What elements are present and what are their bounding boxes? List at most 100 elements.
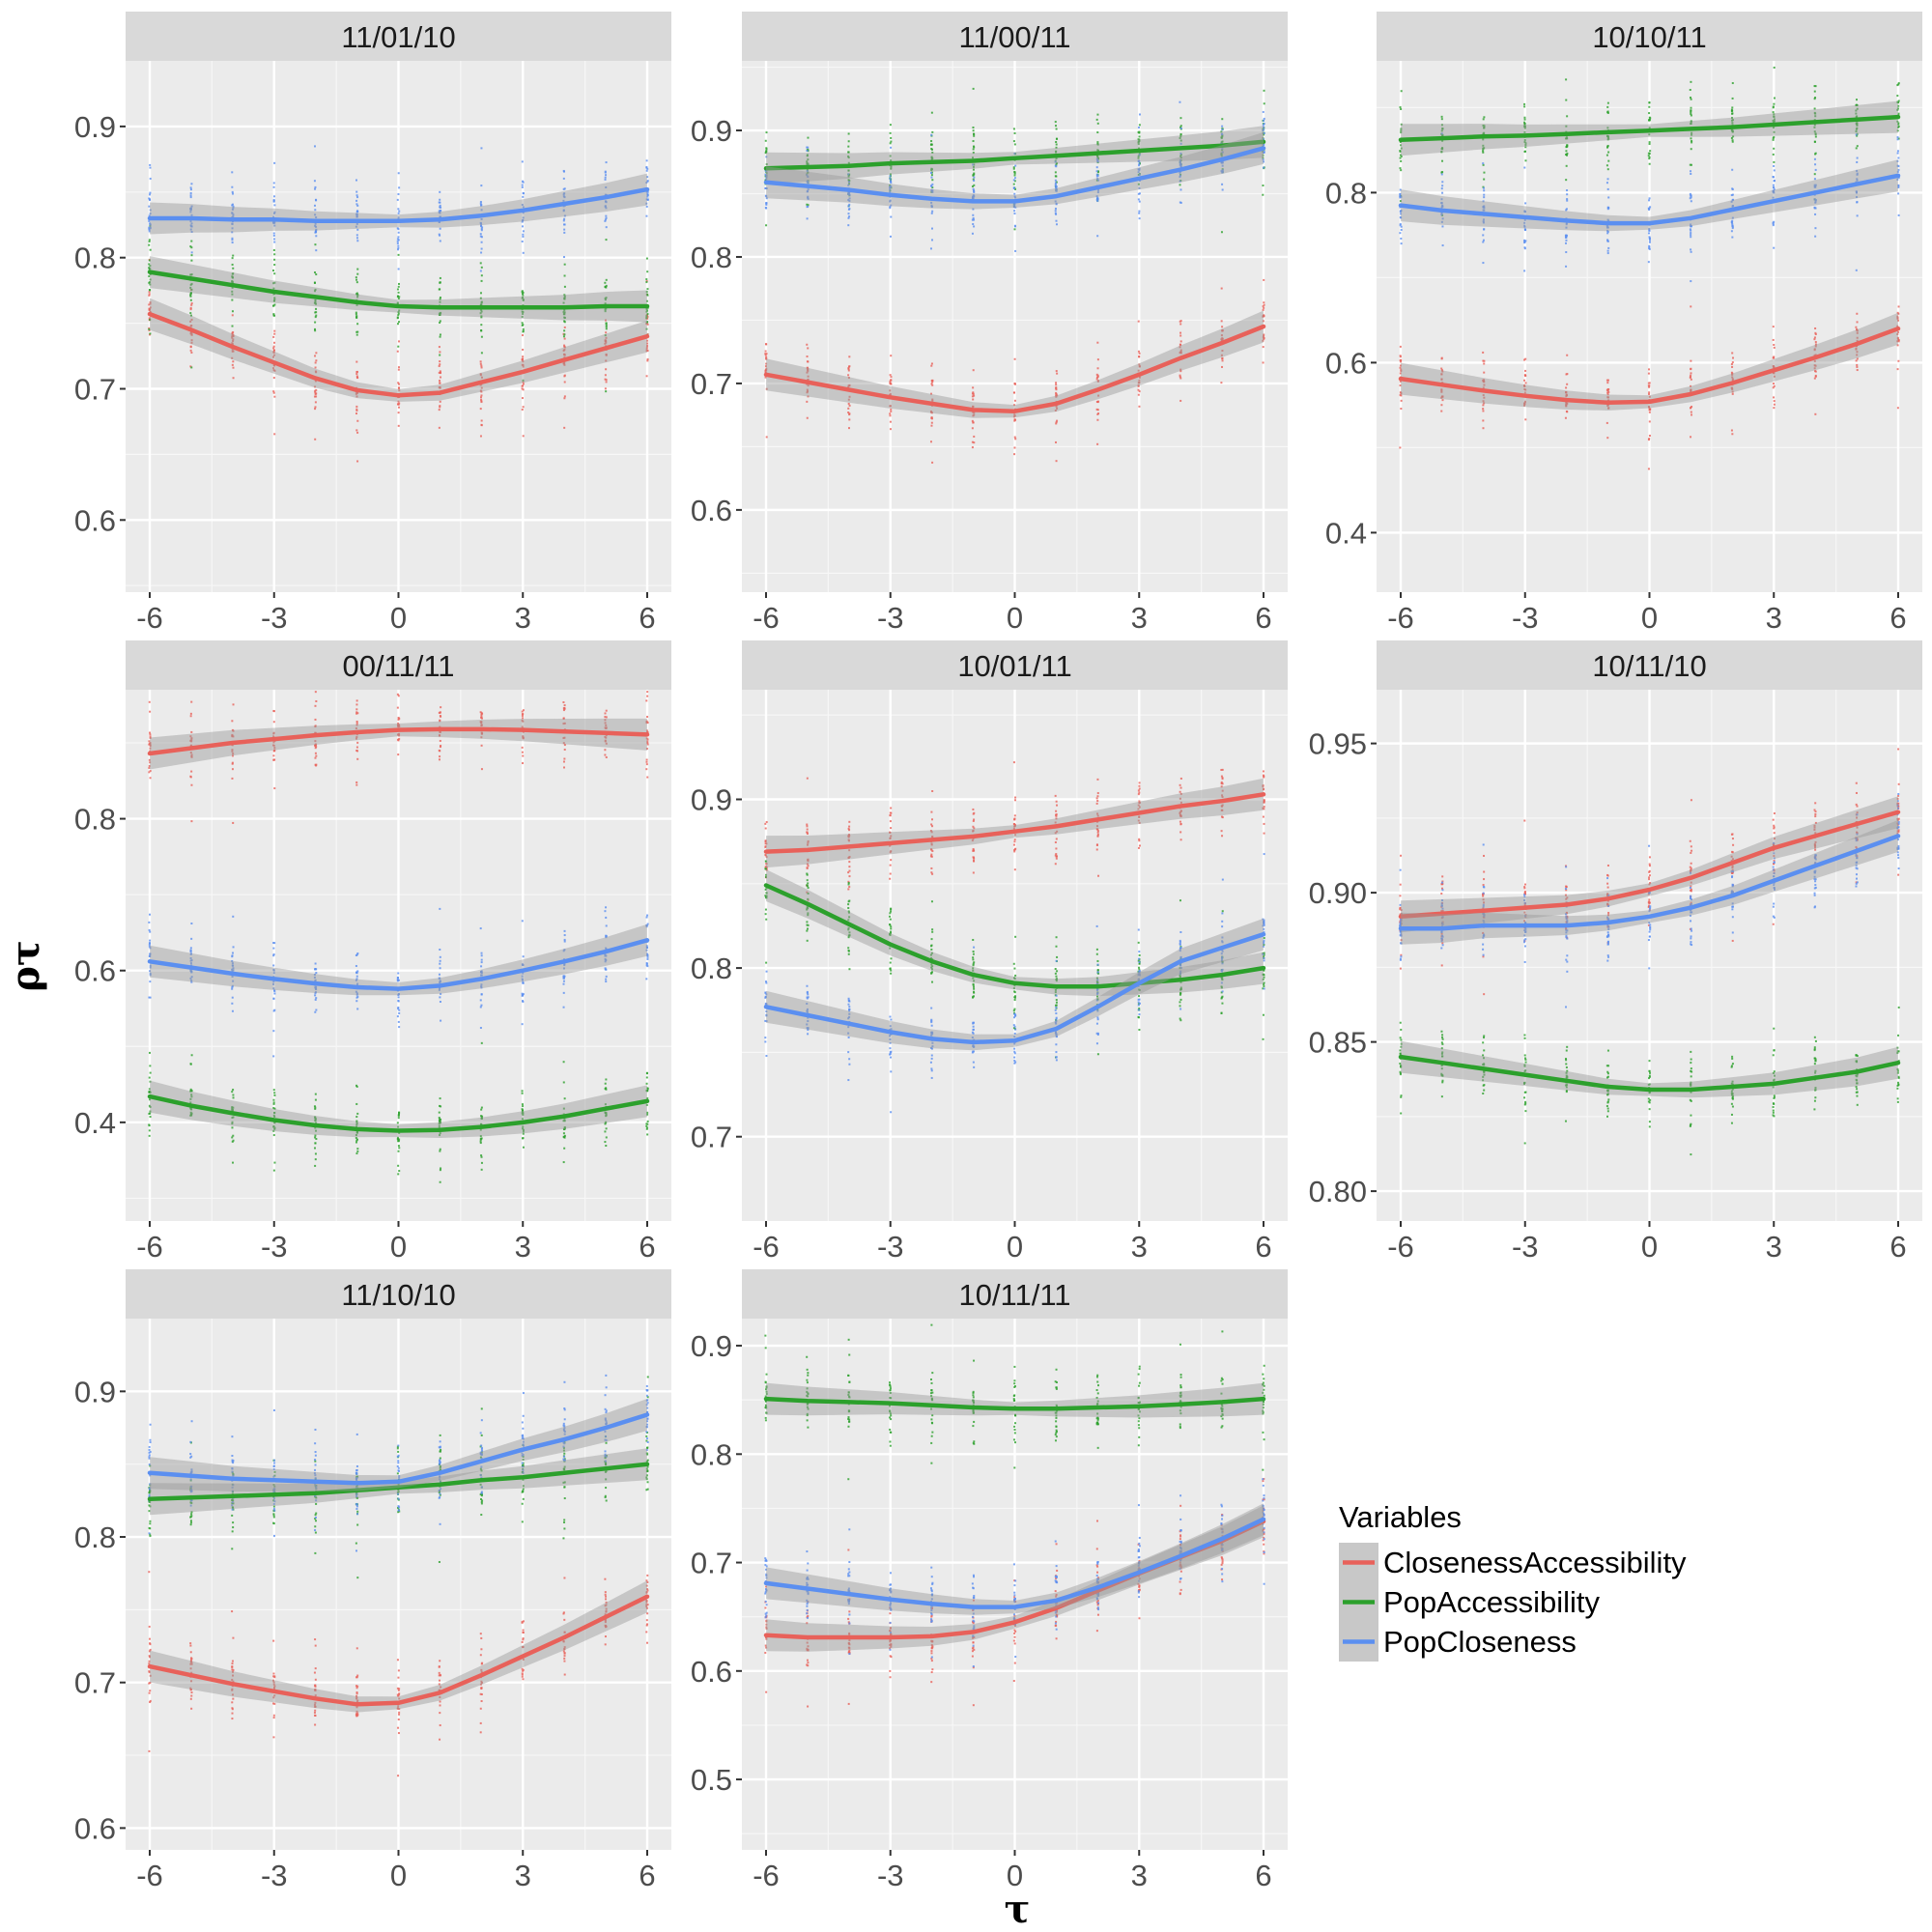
- observation-dot: [1096, 778, 1099, 781]
- observation-dot: [1523, 138, 1526, 141]
- observation-dot: [848, 412, 851, 415]
- x-tick-label: 0: [1641, 601, 1658, 635]
- observation-dot: [1012, 166, 1015, 169]
- observation-dot: [480, 715, 483, 718]
- observation-dot: [1399, 195, 1402, 198]
- observation-dot: [1137, 141, 1140, 144]
- observation-dot: [148, 275, 151, 278]
- observation-dot: [1013, 998, 1016, 1001]
- observation-dot: [847, 928, 850, 931]
- observation-dot: [273, 264, 276, 267]
- observation-dot: [562, 1120, 565, 1122]
- observation-dot: [1138, 838, 1141, 840]
- observation-dot: [605, 947, 608, 950]
- observation-dot: [604, 176, 607, 179]
- observation-dot: [272, 968, 275, 971]
- observation-dot: [1095, 179, 1098, 182]
- observation-dot: [314, 366, 317, 369]
- observation-dot: [1263, 89, 1265, 92]
- observation-dot: [189, 977, 192, 980]
- observation-dot: [313, 973, 316, 976]
- observation-dot: [1055, 370, 1058, 373]
- observation-dot: [231, 952, 234, 954]
- observation-dot: [189, 320, 192, 323]
- observation-dot: [1773, 403, 1776, 406]
- observation-dot: [1648, 112, 1651, 115]
- observation-dot: [1441, 399, 1444, 402]
- observation-dot: [480, 1004, 483, 1007]
- observation-dot: [521, 920, 524, 923]
- observation-dot: [1137, 1004, 1140, 1007]
- observation-dot: [1813, 90, 1816, 93]
- observation-dot: [645, 923, 648, 926]
- observation-dot: [972, 952, 975, 955]
- observation-dot: [440, 1167, 442, 1170]
- observation-dot: [645, 978, 648, 980]
- observation-dot: [397, 695, 400, 697]
- observation-dot: [562, 707, 565, 710]
- observation-dot: [1179, 939, 1181, 942]
- observation-dot: [231, 728, 234, 731]
- observation-dot: [1400, 912, 1403, 915]
- observation-dot: [1814, 802, 1817, 805]
- observation-dot: [189, 1101, 192, 1104]
- observation-dot: [314, 740, 317, 743]
- observation-dot: [1565, 208, 1568, 211]
- observation-dot: [973, 1065, 976, 1068]
- observation-dot: [1013, 203, 1016, 206]
- observation-dot: [1647, 1100, 1650, 1103]
- observation-dot: [764, 179, 767, 182]
- observation-dot: [1014, 225, 1017, 228]
- observation-dot: [1607, 407, 1610, 410]
- observation-dot: [1179, 399, 1182, 402]
- observation-dot: [806, 939, 809, 942]
- observation-dot: [1096, 833, 1099, 836]
- observation-dot: [272, 997, 275, 1000]
- observation-dot: [889, 918, 892, 921]
- observation-dot: [1896, 95, 1899, 98]
- observation-dot: [1096, 156, 1099, 158]
- observation-dot: [1814, 152, 1817, 155]
- observation-dot: [480, 419, 483, 422]
- observation-dot: [930, 1067, 933, 1070]
- observation-dot: [890, 1070, 893, 1073]
- observation-dot: [190, 740, 193, 743]
- observation-dot: [764, 365, 767, 368]
- observation-dot: [605, 1087, 608, 1090]
- observation-dot: [563, 231, 566, 234]
- observation-dot: [1648, 245, 1651, 248]
- observation-dot: [522, 1000, 525, 1003]
- observation-dot: [1648, 244, 1651, 247]
- observation-dot: [1856, 336, 1859, 339]
- observation-dot: [562, 1128, 565, 1131]
- observation-dot: [480, 714, 483, 717]
- observation-dot: [971, 427, 974, 430]
- observation-dot: [148, 263, 151, 266]
- observation-dot: [645, 947, 648, 950]
- observation-dot: [314, 1126, 317, 1129]
- observation-dot: [397, 972, 400, 975]
- observation-dot: [1399, 364, 1402, 367]
- observation-dot: [1896, 333, 1899, 336]
- observation-dot: [1482, 185, 1485, 188]
- observation-dot: [397, 724, 400, 726]
- observation-dot: [1096, 113, 1099, 116]
- observation-dot: [1896, 108, 1899, 111]
- observation-dot: [847, 997, 850, 1000]
- observation-dot: [480, 972, 483, 975]
- observation-dot: [1523, 883, 1526, 886]
- observation-dot: [1690, 849, 1693, 852]
- observation-dot: [315, 235, 318, 238]
- observation-dot: [1730, 855, 1733, 858]
- observation-dot: [1399, 167, 1402, 170]
- observation-dot: [807, 887, 810, 890]
- observation-dot: [930, 938, 933, 941]
- observation-dot: [231, 237, 234, 240]
- observation-dot: [1013, 177, 1016, 180]
- observation-dot: [1263, 128, 1265, 131]
- observation-dot: [605, 742, 608, 745]
- observation-dot: [1483, 854, 1486, 857]
- observation-dot: [1772, 190, 1775, 193]
- observation-dot: [1399, 1021, 1402, 1024]
- observation-dot: [1263, 808, 1265, 810]
